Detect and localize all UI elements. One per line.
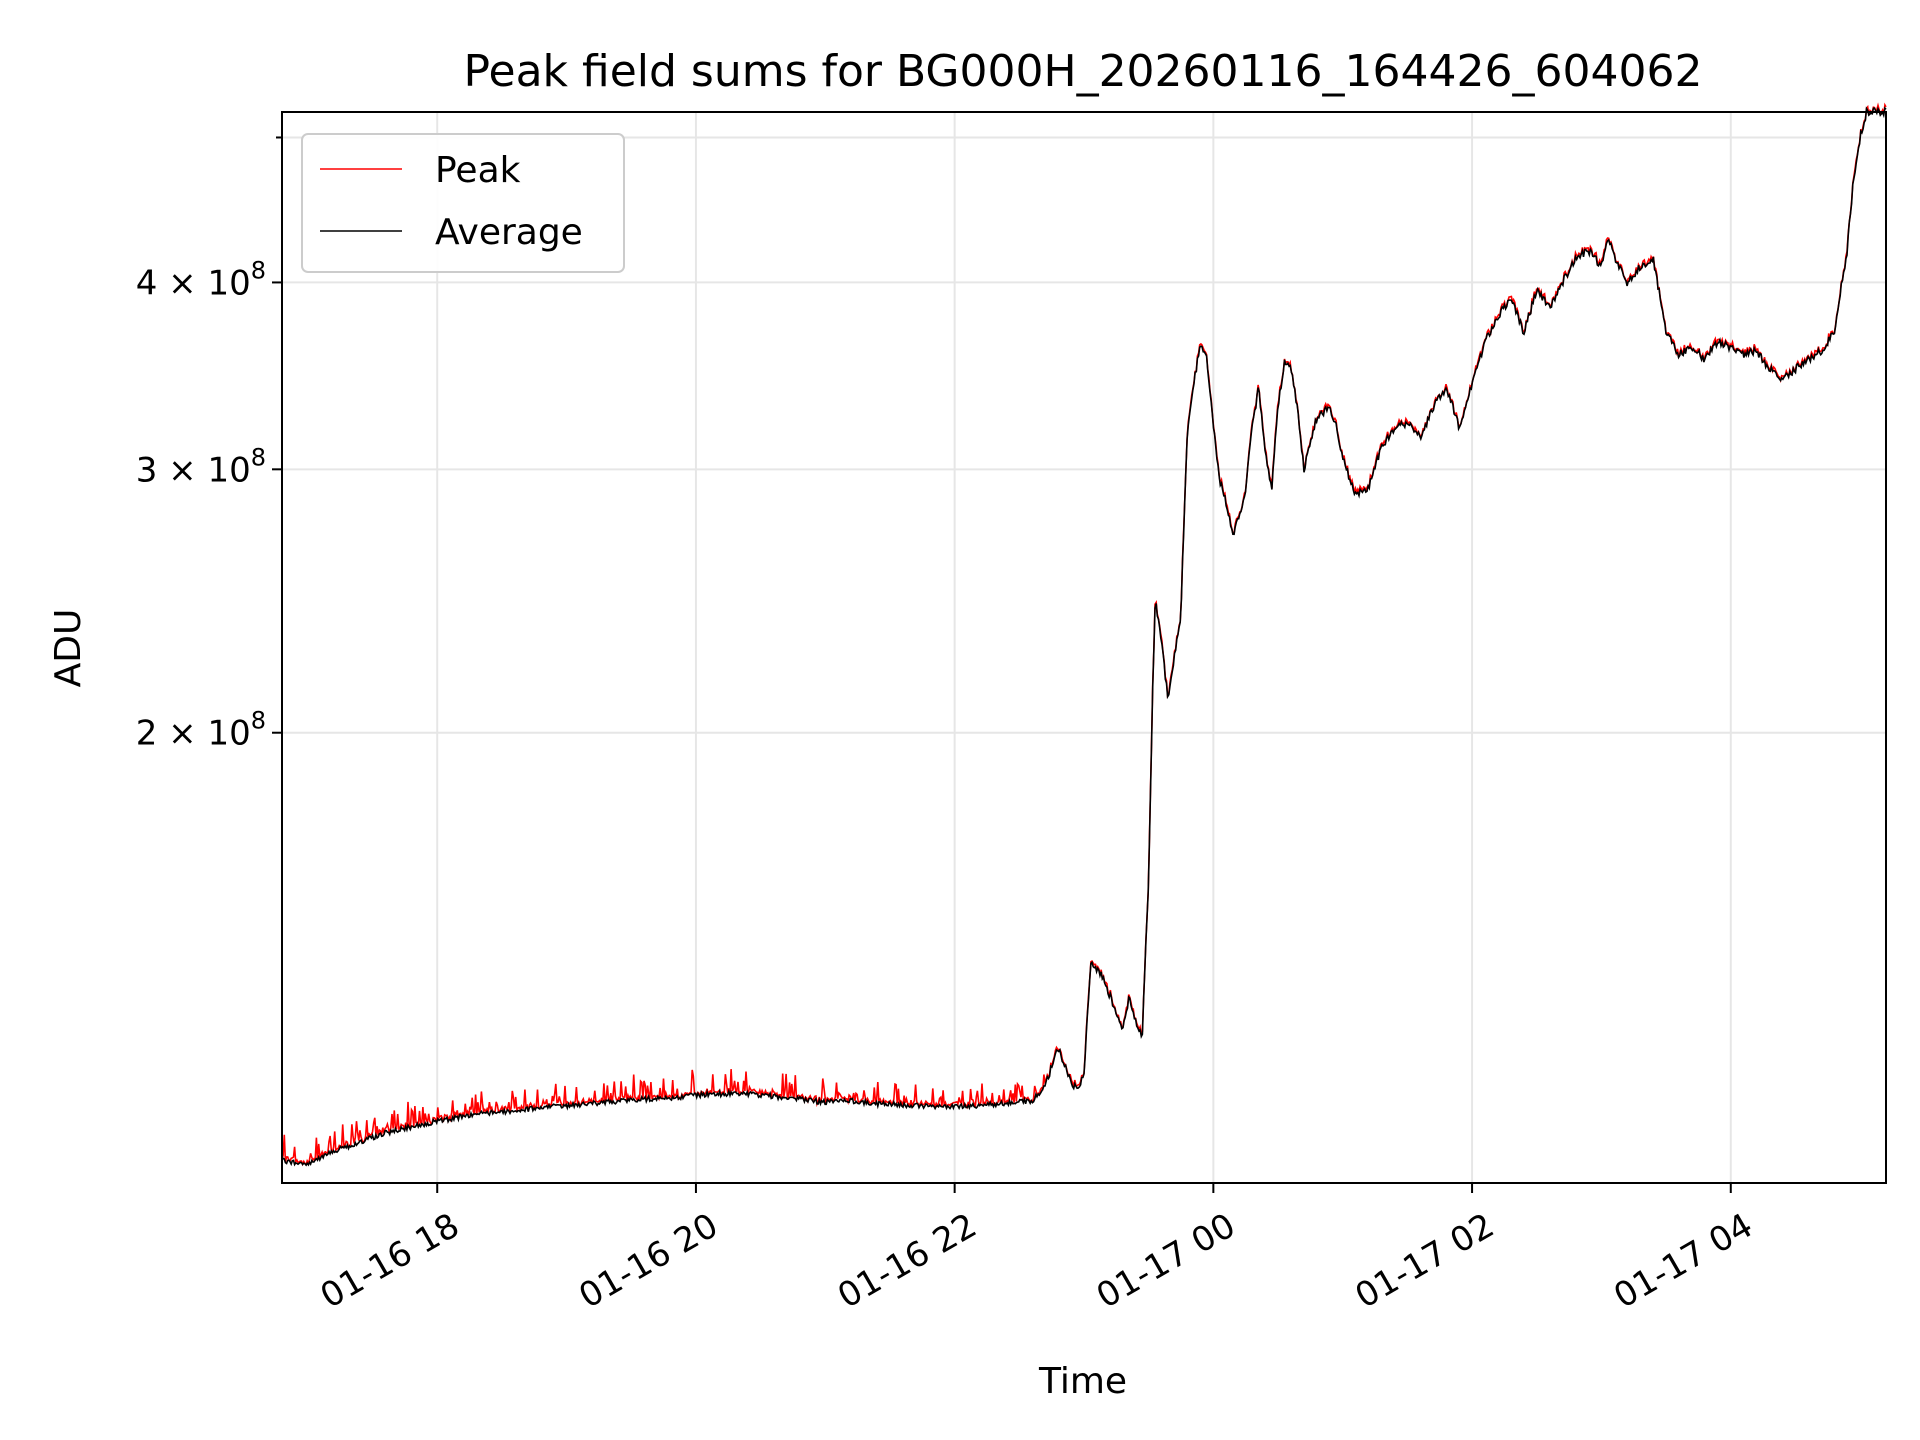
series-line-average (281, 106, 1887, 1167)
y-tick-label-0: 2 × 108 (136, 707, 266, 754)
legend-label-peak: Peak (435, 150, 521, 191)
plot-frame (281, 111, 1887, 1184)
legend-label-average: Average (435, 212, 583, 253)
y-tick-label-2: 4 × 108 (136, 256, 266, 303)
y-tick-label-1: 3 × 108 (136, 443, 266, 490)
grid-layer (282, 112, 1886, 1183)
chart-title: Peak field sums for BG000H_20260116_1644… (464, 46, 1703, 97)
series-layer (281, 102, 1887, 1167)
x-axis-label: Time (1038, 1361, 1127, 1402)
y-axis-label: ADU (48, 609, 89, 688)
legend: Peak Average (301, 133, 625, 273)
